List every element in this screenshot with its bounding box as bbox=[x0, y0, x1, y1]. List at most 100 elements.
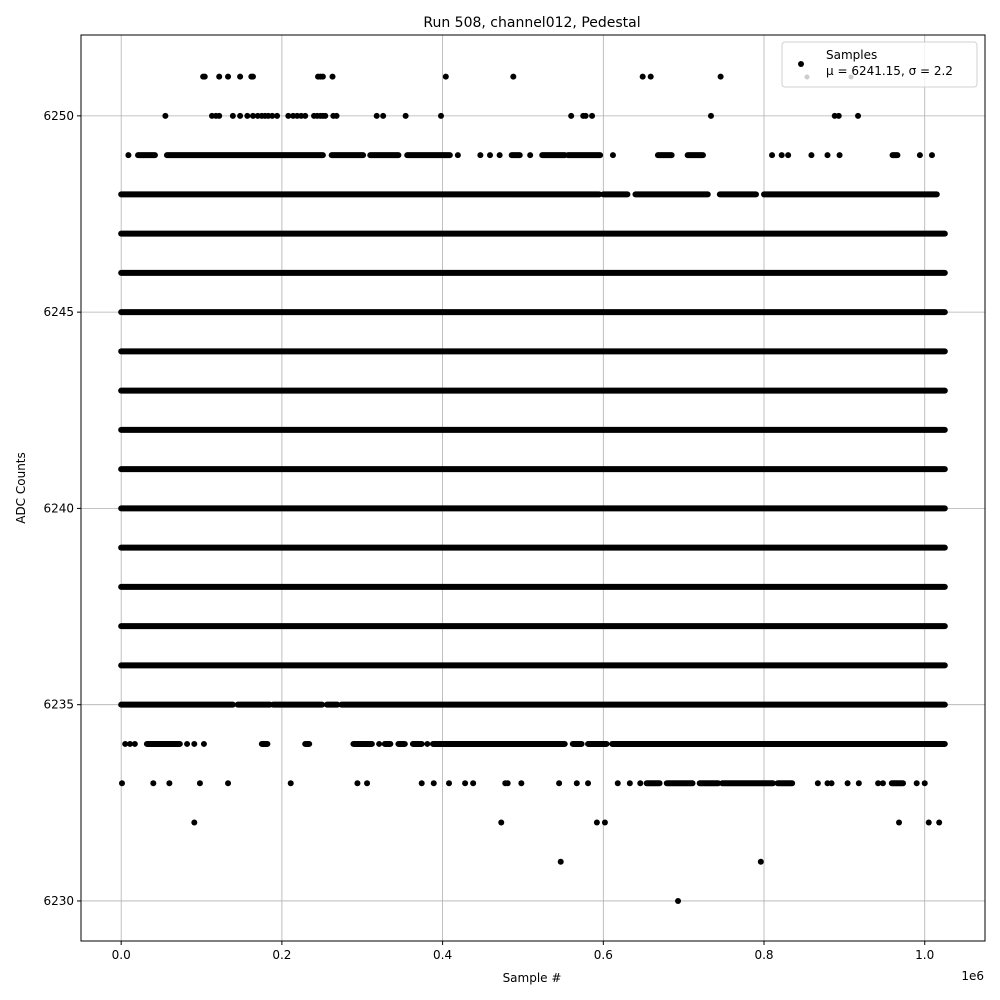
sample-point-6250 bbox=[437, 112, 444, 119]
sample-point-6233 bbox=[504, 780, 511, 787]
x-tick-label: 1.0 bbox=[915, 948, 934, 962]
sample-point-6249 bbox=[836, 152, 843, 159]
sample-point-6233 bbox=[518, 780, 525, 787]
sample-point-6233 bbox=[913, 780, 920, 787]
sample-point-6250 bbox=[582, 112, 589, 119]
sample-point-6233 bbox=[855, 780, 862, 787]
sample-point-6251 bbox=[717, 73, 724, 80]
sample-point-6250 bbox=[285, 112, 292, 119]
sample-point-6249 bbox=[928, 152, 935, 159]
sample-point-6233 bbox=[844, 780, 851, 787]
x-tick-label: 0.8 bbox=[754, 948, 773, 962]
legend-label-stats: μ = 6241.15, σ = 2.2 bbox=[826, 64, 953, 78]
sample-point-6249 bbox=[527, 152, 534, 159]
sample-point-6233 bbox=[150, 780, 157, 787]
sample-point-6251 bbox=[225, 73, 232, 80]
sample-point-6250 bbox=[333, 112, 340, 119]
sample-point-6249 bbox=[487, 152, 494, 159]
sample-point-6251 bbox=[647, 73, 654, 80]
sample-point-6250 bbox=[322, 112, 329, 119]
sample-point-6250 bbox=[249, 112, 256, 119]
sample-point-6234 bbox=[122, 740, 129, 747]
sample-point-6250 bbox=[568, 112, 575, 119]
sample-point-6250 bbox=[380, 112, 387, 119]
sample-point-6250 bbox=[229, 112, 236, 119]
sample-point-6233 bbox=[354, 780, 361, 787]
sample-point-6233 bbox=[418, 780, 425, 787]
sample-point-6251 bbox=[510, 73, 517, 80]
sample-point-6233 bbox=[573, 780, 580, 787]
x-tick-label: 0.2 bbox=[272, 948, 291, 962]
sample-point-6250 bbox=[237, 112, 244, 119]
sample-point-6249 bbox=[916, 152, 923, 159]
sample-point-6250 bbox=[216, 112, 223, 119]
y-tick-label: 6250 bbox=[43, 109, 74, 123]
sample-point-6249 bbox=[609, 152, 616, 159]
sample-point-6234 bbox=[184, 740, 191, 747]
data-points bbox=[118, 73, 948, 904]
ticks: 0.0 0.2 0.4 0.6 0.8 1.0 6230 6235 6240 6245 6250 bbox=[43, 109, 934, 962]
sample-point-6233 bbox=[637, 780, 644, 787]
sample-point-6233 bbox=[430, 780, 437, 787]
sample-point-6234 bbox=[200, 740, 207, 747]
sample-point-6233 bbox=[462, 780, 469, 787]
sample-point-6234 bbox=[127, 740, 134, 747]
sample-point-6250 bbox=[707, 112, 714, 119]
sample-point-6250 bbox=[373, 112, 380, 119]
chart-title: Run 508, channel012, Pedestal bbox=[423, 15, 640, 31]
sample-point-6233 bbox=[879, 780, 886, 787]
sample-point-6233 bbox=[875, 780, 882, 787]
legend-marker-stats bbox=[804, 74, 810, 80]
sample-point-6250 bbox=[589, 112, 596, 119]
sample-point-6251 bbox=[442, 73, 449, 80]
sample-point-6233 bbox=[470, 780, 477, 787]
sample-point-6234 bbox=[191, 740, 198, 747]
sample-point-6249 bbox=[496, 152, 503, 159]
sample-point-6250 bbox=[269, 112, 276, 119]
sample-point-6251 bbox=[329, 73, 336, 80]
sample-point-6233 bbox=[614, 780, 621, 787]
sample-point-6233 bbox=[921, 780, 928, 787]
x-tick-label: 0.4 bbox=[433, 948, 452, 962]
sample-point-6251 bbox=[249, 73, 256, 80]
legend-box bbox=[781, 41, 978, 88]
sample-point-6233 bbox=[196, 780, 203, 787]
x-offset-label: 1e6 bbox=[961, 969, 984, 983]
sample-point-6233 bbox=[828, 780, 835, 787]
sample-point-6251 bbox=[237, 73, 244, 80]
sample-point-6233 bbox=[626, 780, 633, 787]
sample-point-6232 bbox=[936, 819, 943, 826]
y-tick-label: 6230 bbox=[43, 894, 74, 908]
sample-point-6232 bbox=[593, 819, 600, 826]
sample-point-6249 bbox=[454, 152, 461, 159]
x-tick-label: 0.0 bbox=[112, 948, 131, 962]
sample-point-6232 bbox=[925, 819, 932, 826]
sample-point-6233 bbox=[364, 780, 371, 787]
sample-point-6232 bbox=[498, 819, 505, 826]
sample-point-6232 bbox=[601, 819, 608, 826]
sample-point-6234 bbox=[376, 740, 383, 747]
sample-point-6250 bbox=[855, 112, 862, 119]
sample-point-6250 bbox=[835, 112, 842, 119]
sample-point-6233 bbox=[225, 780, 232, 787]
sample-point-6249 bbox=[125, 152, 132, 159]
sample-point-6233 bbox=[118, 780, 125, 787]
sample-point-6249 bbox=[778, 152, 785, 159]
y-tick-label: 6240 bbox=[43, 501, 74, 515]
sample-point-6250 bbox=[302, 112, 309, 119]
sample-point-6233 bbox=[446, 780, 453, 787]
sample-point-6250 bbox=[274, 112, 281, 119]
sample-point-6249 bbox=[824, 152, 831, 159]
sample-point-6230 bbox=[675, 897, 682, 904]
sample-point-6232 bbox=[896, 819, 903, 826]
sample-point-6249 bbox=[808, 152, 815, 159]
sample-point-6250 bbox=[244, 112, 251, 119]
y-tick-label: 6245 bbox=[43, 305, 74, 319]
legend-label-samples: Samples bbox=[826, 48, 877, 62]
legend-marker-stats bbox=[848, 74, 854, 80]
sample-point-6231 bbox=[557, 858, 564, 865]
sample-point-6233 bbox=[166, 780, 173, 787]
sample-point-6250 bbox=[162, 112, 169, 119]
